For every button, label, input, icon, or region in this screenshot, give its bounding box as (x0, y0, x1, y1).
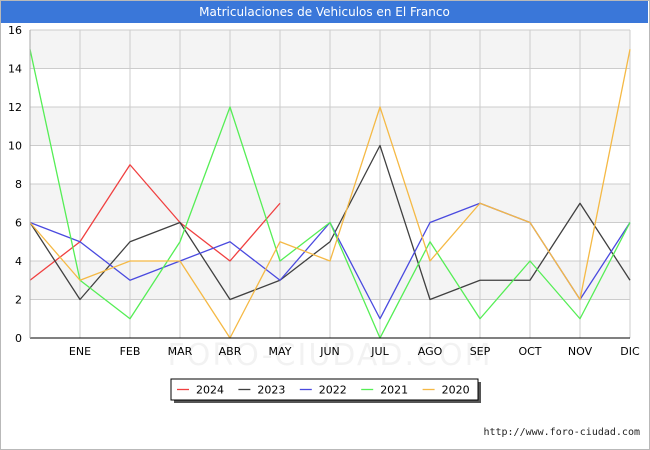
y-tick-label: 8 (15, 178, 22, 191)
y-tick-label: 14 (8, 63, 22, 76)
legend-label-2024: 2024 (196, 384, 224, 397)
series-line-2020 (29, 49, 631, 339)
x-tick-label: MAR (168, 345, 193, 358)
x-tick-label: FEB (120, 345, 141, 358)
y-tick-label: 12 (8, 101, 22, 114)
legend-label-2020: 2020 (442, 384, 470, 397)
legend-label-2022: 2022 (319, 384, 347, 397)
legend-label-2023: 2023 (257, 384, 285, 397)
x-tick-label: SEP (470, 345, 491, 358)
x-tick-label: JUN (319, 345, 340, 358)
series-line-2021 (29, 49, 631, 339)
legend: 2024 2023 2022 2021 2020 (170, 378, 481, 403)
legend-label-2021: 2021 (380, 384, 408, 397)
x-tick-label: ENE (69, 345, 91, 358)
y-tick-label: 0 (15, 332, 22, 345)
x-tick-label: MAY (269, 345, 292, 358)
series-line-2024 (29, 164, 281, 281)
y-tick-label: 4 (15, 255, 22, 268)
y-tick-label: 6 (15, 217, 22, 230)
y-tick-label: 10 (8, 140, 22, 153)
y-tick-labels: 0 2 4 6 8 10 12 14 16 (8, 24, 22, 345)
y-tick-label: 2 (15, 294, 22, 307)
x-tick-label: ABR (219, 345, 242, 358)
chart-title: Matriculaciones de Vehiculos en El Franc… (1, 1, 648, 23)
x-tick-label: OCT (518, 345, 541, 358)
x-tick-label: NOV (568, 345, 593, 358)
x-tick-label: DIC (620, 345, 640, 358)
series-line-2023 (29, 144, 631, 301)
x-tick-label: AGO (418, 345, 443, 358)
y-tick-label: 16 (8, 24, 22, 37)
watermark: FORO-CIUDAD.COM (168, 338, 493, 373)
x-tick-labels: ENE FEB MAR ABR MAY JUN JUL AGO SEP OCT NOV DIC (69, 345, 640, 358)
legend-box (170, 378, 479, 401)
x-tick-label: JUL (370, 345, 389, 358)
series-lines (29, 49, 631, 339)
source-credit: http://www.foro-ciudad.com (483, 427, 640, 438)
axes (29, 30, 630, 339)
